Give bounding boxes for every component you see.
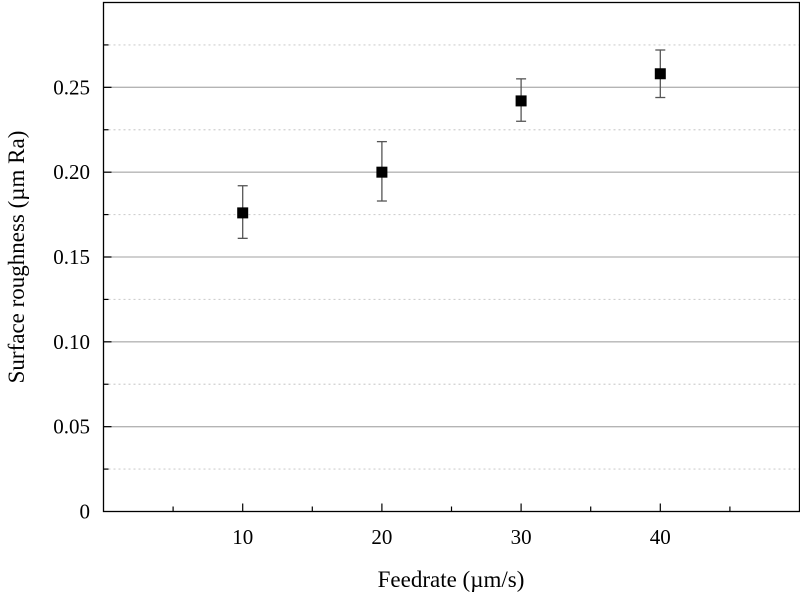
y-tick-label: 0.20 bbox=[53, 160, 90, 184]
data-point bbox=[237, 207, 249, 219]
y-axis-label: Surface roughness (µm Ra) bbox=[4, 131, 29, 384]
y-tick-label: 0.25 bbox=[53, 75, 90, 99]
ticks bbox=[103, 44, 731, 512]
data-point bbox=[654, 68, 666, 80]
x-tick-label: 10 bbox=[232, 525, 253, 549]
y-tick-label: 0 bbox=[80, 500, 91, 524]
x-axis-label: Feedrate (µm/s) bbox=[378, 567, 525, 592]
data-point bbox=[376, 166, 388, 178]
data-point bbox=[515, 95, 527, 107]
x-tick-label: 30 bbox=[511, 525, 532, 549]
grid bbox=[103, 44, 800, 470]
x-tick-label: 20 bbox=[371, 525, 392, 549]
y-tick-labels: 0 0.05 0.10 0.15 0.20 0.25 bbox=[53, 75, 90, 523]
x-tick-labels: 10 20 30 40 bbox=[232, 525, 671, 549]
data-points bbox=[237, 49, 666, 239]
y-tick-label: 0.15 bbox=[53, 245, 90, 269]
y-tick-label: 0.10 bbox=[53, 330, 90, 354]
y-tick-label: 0.05 bbox=[53, 415, 90, 439]
x-tick-label: 40 bbox=[650, 525, 671, 549]
